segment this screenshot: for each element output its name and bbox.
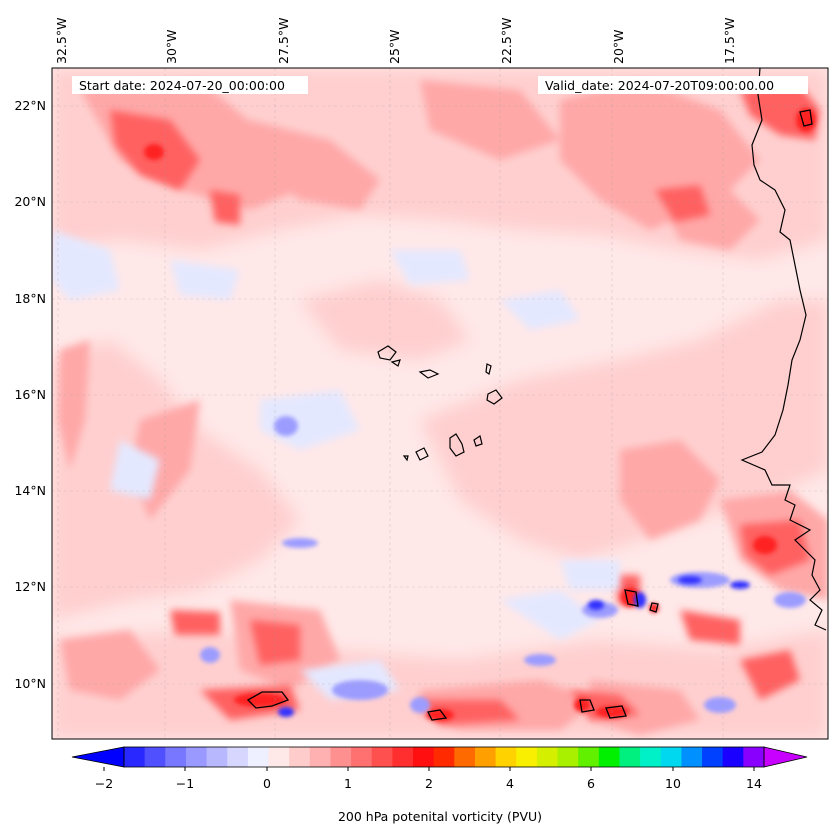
colorbar-segment [495, 747, 517, 767]
lat-label: 18°N [14, 291, 46, 306]
lat-label: 20°N [14, 194, 46, 209]
africa-coastline [740, 68, 827, 631]
colorbar-segment [474, 747, 497, 767]
lon-label: 25°W [387, 29, 402, 64]
colorbar-segment [536, 747, 559, 767]
coastlines [377, 68, 827, 631]
lat-label: 22°N [14, 98, 46, 113]
cape-verde-island-brava [402, 455, 409, 462]
lon-label: 17.5°W [722, 18, 737, 64]
colorbar-segment [227, 747, 249, 767]
colorbar-extend-high [763, 746, 808, 768]
colorbar-label: 200 hPa potenital vorticity (PVU) [338, 809, 542, 824]
lat-label: 14°N [14, 483, 46, 498]
cape-verde-island-santo-antao [377, 345, 397, 361]
colorbar-segment [268, 747, 290, 767]
longitude-labels: 32.5°W 30°W 27.5°W 25°W 22.5°W 20°W 17.5… [54, 18, 737, 64]
colorbar-tick-label: −2 [95, 776, 113, 791]
colorbar-tick-label: 14 [746, 776, 762, 791]
cape-verde-island-sal [485, 363, 492, 375]
map-gridlines [52, 68, 828, 739]
colorbar-segment [247, 747, 270, 767]
lon-label: 27.5°W [276, 18, 291, 64]
colorbar-segment [619, 747, 641, 767]
colorbar: −2 −1 0 1 2 4 6 10 14 200 hPa potenital … [71, 746, 808, 824]
cape-verde-island-fogo [415, 447, 429, 461]
colorbar-segment [433, 747, 455, 767]
pv-light-blue-areas [52, 230, 620, 700]
lon-label: 30°W [164, 29, 179, 64]
colorbar-ticks [103, 767, 755, 771]
colorbar-segment [722, 747, 744, 767]
colorbar-segment [371, 747, 393, 767]
cape-verde-island-sao-nicolau [418, 369, 440, 379]
colorbar-segments [124, 747, 765, 767]
cape-verde-island-maio [473, 435, 483, 447]
colorbar-extend-low [71, 746, 125, 768]
valid-date-box [538, 76, 808, 94]
colorbar-segment [309, 747, 332, 767]
colorbar-segment [413, 747, 435, 767]
colorbar-tick-label: 4 [506, 776, 514, 791]
start-date-box [72, 76, 308, 94]
cape-verde-island-santiago [449, 433, 465, 457]
colorbar-segment [144, 747, 166, 767]
colorbar-segment [557, 747, 579, 767]
colorbar-segment [578, 747, 600, 767]
colorbar-segment [681, 747, 703, 767]
colorbar-segment [640, 747, 662, 767]
colorbar-segment [743, 747, 765, 767]
colorbar-segment [206, 747, 228, 767]
colorbar-segment [289, 747, 311, 767]
colorbar-segment [330, 747, 352, 767]
pv-contours [246, 109, 813, 721]
colorbar-tick-label: 6 [587, 776, 595, 791]
lat-label: 10°N [14, 676, 46, 691]
lat-label: 16°N [14, 387, 46, 402]
colorbar-segment [598, 747, 621, 767]
colorbar-segment [124, 747, 146, 767]
colorbar-segment [660, 747, 683, 767]
colorbar-tick-label: −1 [176, 776, 194, 791]
lat-label: 12°N [14, 579, 46, 594]
colorbar-frame [123, 746, 765, 768]
valid-date-label: Valid_date: 2024-07-20T09:00:00.00 [545, 78, 774, 93]
pv-strong-red-areas [144, 108, 816, 721]
lon-label: 32.5°W [54, 18, 69, 64]
lon-label: 20°W [611, 29, 626, 64]
latitude-labels: 22°N 20°N 18°N 16°N 14°N 12°N 10°N [14, 98, 46, 691]
map-frame [51, 67, 829, 740]
cape-verde-island-boa-vista [486, 389, 503, 405]
start-date-label: Start date: 2024-07-20_00:00:00 [79, 78, 285, 93]
cape-verde-island-sao-vicente [390, 359, 401, 367]
colorbar-tick-label: 0 [263, 776, 271, 791]
colorbar-segment [454, 747, 476, 767]
colorbar-segment [516, 747, 538, 767]
colorbar-segment [165, 747, 187, 767]
colorbar-tick-label: 10 [665, 776, 681, 791]
colorbar-tick-label: 1 [344, 776, 352, 791]
pv-field [52, 68, 828, 739]
colorbar-tick-labels: −2 −1 0 1 2 4 6 10 14 [95, 776, 762, 791]
colorbar-segment [185, 747, 208, 767]
colorbar-segment [351, 747, 373, 767]
colorbar-segment [702, 747, 724, 767]
colorbar-segment [392, 747, 414, 767]
lon-label: 22.5°W [499, 18, 514, 64]
colorbar-tick-label: 2 [425, 776, 433, 791]
